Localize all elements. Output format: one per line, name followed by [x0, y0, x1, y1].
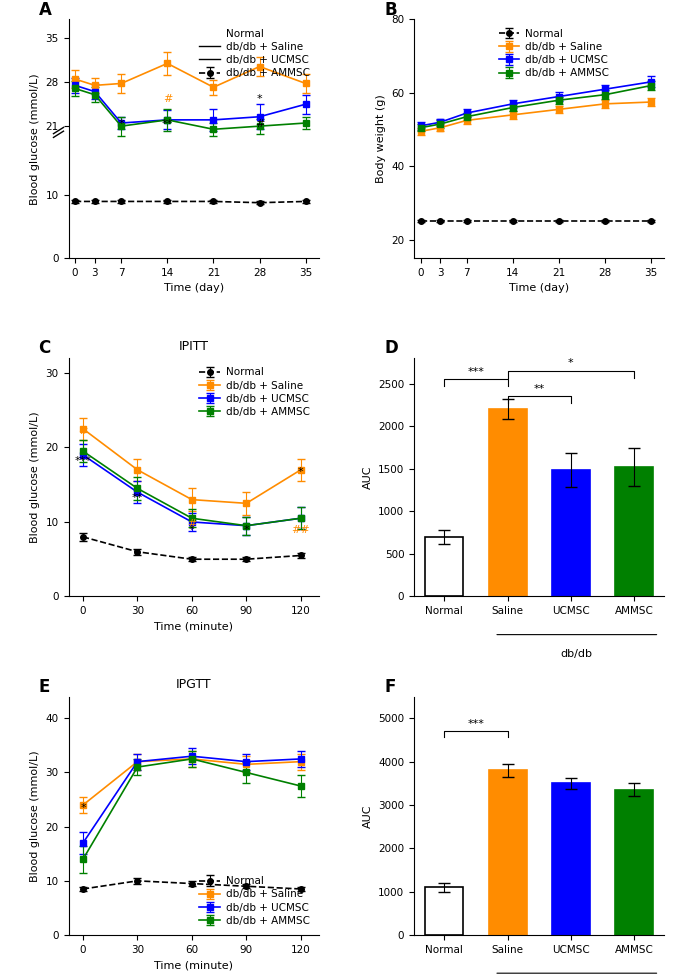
X-axis label: Time (minute): Time (minute): [154, 621, 233, 632]
Bar: [425, 887, 463, 935]
Text: ***: ***: [468, 719, 484, 730]
X-axis label: Time (day): Time (day): [509, 283, 569, 293]
Legend: Normal, db/db + Saline, db/db + UCMSC, db/db + AMMSC: Normal, db/db + Saline, db/db + UCMSC, d…: [195, 872, 314, 930]
Legend: Normal, db/db + Saline, db/db + UCMSC, db/db + AMMSC: Normal, db/db + Saline, db/db + UCMSC, d…: [495, 24, 613, 83]
Bar: [488, 409, 527, 596]
Text: A: A: [38, 1, 51, 19]
Text: ***: ***: [468, 367, 484, 377]
X-axis label: Time (day): Time (day): [164, 283, 224, 293]
Text: ***: ***: [75, 456, 92, 467]
Y-axis label: Blood glucose (mmol/L): Blood glucose (mmol/L): [30, 750, 40, 881]
Y-axis label: Blood glucose (mmol/L): Blood glucose (mmol/L): [30, 73, 40, 205]
Text: *: *: [257, 94, 262, 104]
Text: *: *: [189, 525, 195, 536]
Bar: [615, 468, 653, 596]
Y-axis label: AUC: AUC: [362, 805, 373, 828]
Bar: [552, 783, 590, 935]
X-axis label: Time (minute): Time (minute): [154, 960, 233, 970]
Title: IPITT: IPITT: [179, 340, 209, 353]
Y-axis label: AUC: AUC: [362, 466, 373, 489]
Legend: Normal, db/db + Saline, db/db + UCMSC, db/db + AMMSC: Normal, db/db + Saline, db/db + UCMSC, d…: [195, 24, 314, 83]
Text: C: C: [38, 339, 51, 357]
Text: ##: ##: [291, 525, 310, 536]
Text: #: #: [78, 427, 88, 436]
Text: F: F: [384, 678, 395, 695]
Bar: [552, 470, 590, 596]
Text: #: #: [162, 94, 172, 104]
Text: **: **: [132, 494, 143, 504]
Text: *: *: [119, 119, 124, 130]
Text: *: *: [298, 468, 303, 477]
Title: IPGTT: IPGTT: [176, 678, 212, 692]
Text: *: *: [243, 525, 249, 536]
Bar: [488, 770, 527, 935]
Legend: Normal, db/db + Saline, db/db + UCMSC, db/db + AMMSC: Normal, db/db + Saline, db/db + UCMSC, d…: [195, 363, 314, 421]
Text: **: **: [534, 384, 545, 393]
Bar: [425, 537, 463, 596]
Text: *: *: [568, 358, 573, 368]
Text: #: #: [187, 519, 197, 530]
Text: db/db: db/db: [561, 649, 593, 659]
Text: E: E: [38, 678, 50, 695]
Y-axis label: Body weight (g): Body weight (g): [375, 94, 386, 183]
Bar: [615, 790, 653, 935]
Text: B: B: [384, 1, 397, 19]
Y-axis label: Blood glucose (mmol/L): Blood glucose (mmol/L): [30, 411, 40, 543]
Text: #: #: [255, 119, 264, 130]
Text: *: *: [80, 804, 86, 813]
Text: D: D: [384, 339, 398, 357]
Text: **: **: [162, 119, 173, 130]
